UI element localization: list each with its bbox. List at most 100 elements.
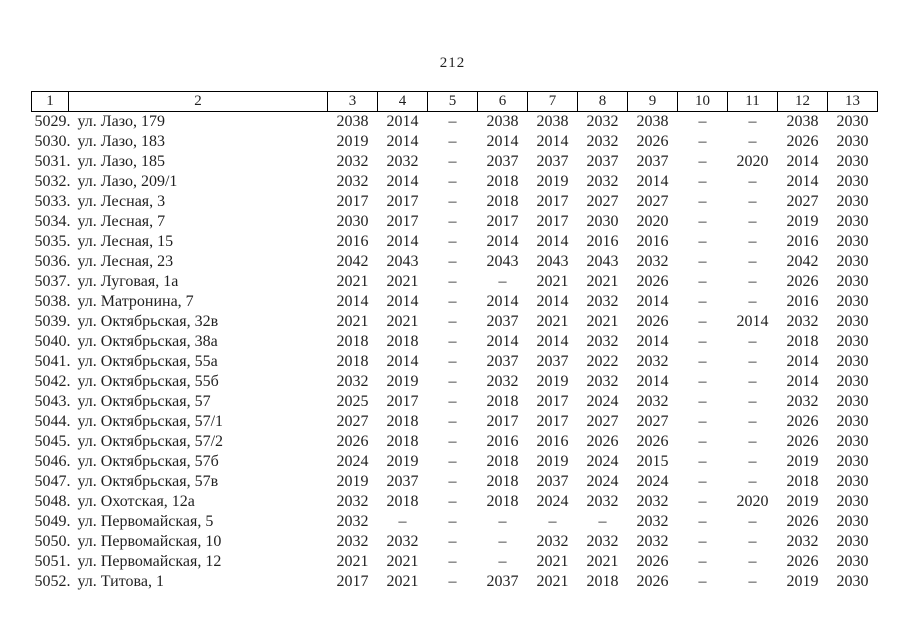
year-cell: 2043 xyxy=(586,253,619,270)
year-cell: 2014 xyxy=(536,293,569,310)
year-cell: 2030 xyxy=(836,493,869,510)
year-cell: 2018 xyxy=(486,473,519,490)
year-cell: 2014 xyxy=(336,293,369,310)
table-row: 5032. ул. Лазо, 209/1 2032 2014 – 2018 2019 20… xyxy=(32,172,878,192)
year-cell: 2017 xyxy=(386,213,419,230)
year-cell: – xyxy=(698,513,707,530)
year-cell: 2018 xyxy=(386,433,419,450)
year-cell: 2019 xyxy=(786,453,819,470)
year-cell: 2042 xyxy=(786,253,819,270)
year-cell: 2024 xyxy=(536,493,569,510)
table-row: 5039. ул. Октябрьская, 32в 2021 2021 – 2037 2… xyxy=(32,312,878,332)
year-cell: 2027 xyxy=(586,413,619,430)
year-cell: 2014 xyxy=(486,293,519,310)
year-cell: – xyxy=(448,153,457,170)
year-cell: – xyxy=(698,373,707,390)
year-cell: 2032 xyxy=(786,393,819,410)
year-cell: – xyxy=(498,553,507,570)
address-cell: 5045. ул. Октябрьская, 57/2 xyxy=(32,432,328,452)
year-cell: – xyxy=(748,353,757,370)
year-cell: 2042 xyxy=(336,253,369,270)
year-cell: 2026 xyxy=(786,133,819,150)
year-cell: 2014 xyxy=(386,233,419,250)
address-cell: 5040. ул. Октябрьская, 38а xyxy=(32,332,328,352)
table-row: 5050. ул. Первомайская, 10 2032 2032 – – 2032… xyxy=(32,532,878,552)
year-cell: 2032 xyxy=(486,373,519,390)
year-cell: 2043 xyxy=(386,253,419,270)
year-cell: 2030 xyxy=(836,373,869,390)
year-cell: 2030 xyxy=(836,473,869,490)
year-cell: 2017 xyxy=(486,213,519,230)
year-cell: 2026 xyxy=(786,273,819,290)
year-cell: 2017 xyxy=(486,413,519,430)
row-address: ул. Лазо, 185 xyxy=(77,153,165,170)
year-cell: 2032 xyxy=(336,373,369,390)
address-cell: 5050. ул. Первомайская, 10 xyxy=(32,532,328,552)
year-cell: 2027 xyxy=(336,413,369,430)
row-address: ул. Лесная, 15 xyxy=(77,233,174,250)
year-cell: 2032 xyxy=(586,133,619,150)
year-cell: 2014 xyxy=(636,173,669,190)
table-row: 5047. ул. Октябрьская, 57в 2019 2037 – 2018 2… xyxy=(32,472,878,492)
column-header: 6 xyxy=(477,91,528,112)
row-address: ул. Матронина, 7 xyxy=(77,293,194,310)
year-cell: – xyxy=(448,273,457,290)
address-cell: 5042. ул. Октябрьская, 55б xyxy=(32,372,328,392)
year-cell: 2032 xyxy=(386,153,419,170)
year-cell: 2038 xyxy=(336,113,369,130)
row-number: 5034. xyxy=(34,213,71,230)
address-cell: 5051. ул. Первомайская, 12 xyxy=(32,552,328,572)
row-number: 5035. xyxy=(34,233,71,250)
year-cell: 2030 xyxy=(836,293,869,310)
year-cell: – xyxy=(748,373,757,390)
year-cell: 2017 xyxy=(536,193,569,210)
year-cell: 2030 xyxy=(836,393,869,410)
year-cell: – xyxy=(448,113,457,130)
year-cell: 2017 xyxy=(536,393,569,410)
row-number: 5045. xyxy=(34,433,71,450)
year-cell: 2038 xyxy=(486,113,519,130)
year-cell: 2014 xyxy=(636,293,669,310)
row-number: 5040. xyxy=(34,333,71,350)
table-row: 5031. ул. Лазо, 185 2032 2032 – 2037 2037 2037… xyxy=(32,152,878,172)
address-cell: 5047. ул. Октябрьская, 57в xyxy=(32,472,328,492)
year-cell: 2019 xyxy=(536,373,569,390)
address-cell: 5046. ул. Октябрьская, 57б xyxy=(32,452,328,472)
year-cell: 2020 xyxy=(636,213,669,230)
year-cell: 2021 xyxy=(386,313,419,330)
address-cell: 5035. ул. Лесная, 15 xyxy=(32,232,328,252)
year-cell: 2019 xyxy=(786,213,819,230)
year-cell: 2021 xyxy=(386,273,419,290)
year-cell: – xyxy=(748,273,757,290)
year-cell: – xyxy=(748,433,757,450)
year-cell: – xyxy=(698,333,707,350)
row-number: 5037. xyxy=(34,273,71,290)
year-cell: – xyxy=(448,373,457,390)
year-cell: – xyxy=(698,493,707,510)
year-cell: 2021 xyxy=(586,553,619,570)
address-cell: 5038. ул. Матронина, 7 xyxy=(32,292,328,312)
year-cell: 2032 xyxy=(586,333,619,350)
year-cell: – xyxy=(448,533,457,550)
column-header: 12 xyxy=(777,91,828,112)
address-cell: 5032. ул. Лазо, 209/1 xyxy=(32,172,328,192)
year-cell: 2032 xyxy=(336,533,369,550)
year-cell: – xyxy=(698,173,707,190)
year-cell: – xyxy=(698,213,707,230)
table-row: 5030. ул. Лазо, 183 2019 2014 – 2014 2014 2032… xyxy=(32,132,878,152)
year-cell: 2037 xyxy=(486,153,519,170)
year-cell: 2026 xyxy=(636,313,669,330)
year-cell: 2032 xyxy=(636,493,669,510)
year-cell: 2038 xyxy=(536,113,569,130)
year-cell: 2032 xyxy=(636,393,669,410)
table-row: 5051. ул. Первомайская, 12 2021 2021 – – 2021… xyxy=(32,552,878,572)
year-cell: – xyxy=(448,253,457,270)
table-row: 5029. ул. Лазо, 179 2038 2014 – 2038 2038 2032… xyxy=(32,112,878,133)
address-cell: 5041. ул. Октябрьская, 55а xyxy=(32,352,328,372)
row-address: ул. Луговая, 1а xyxy=(77,273,179,290)
address-cell: 5034. ул. Лесная, 7 xyxy=(32,212,328,232)
year-cell: – xyxy=(448,393,457,410)
year-cell: – xyxy=(448,413,457,430)
year-cell: – xyxy=(498,513,507,530)
year-cell: 2016 xyxy=(486,433,519,450)
